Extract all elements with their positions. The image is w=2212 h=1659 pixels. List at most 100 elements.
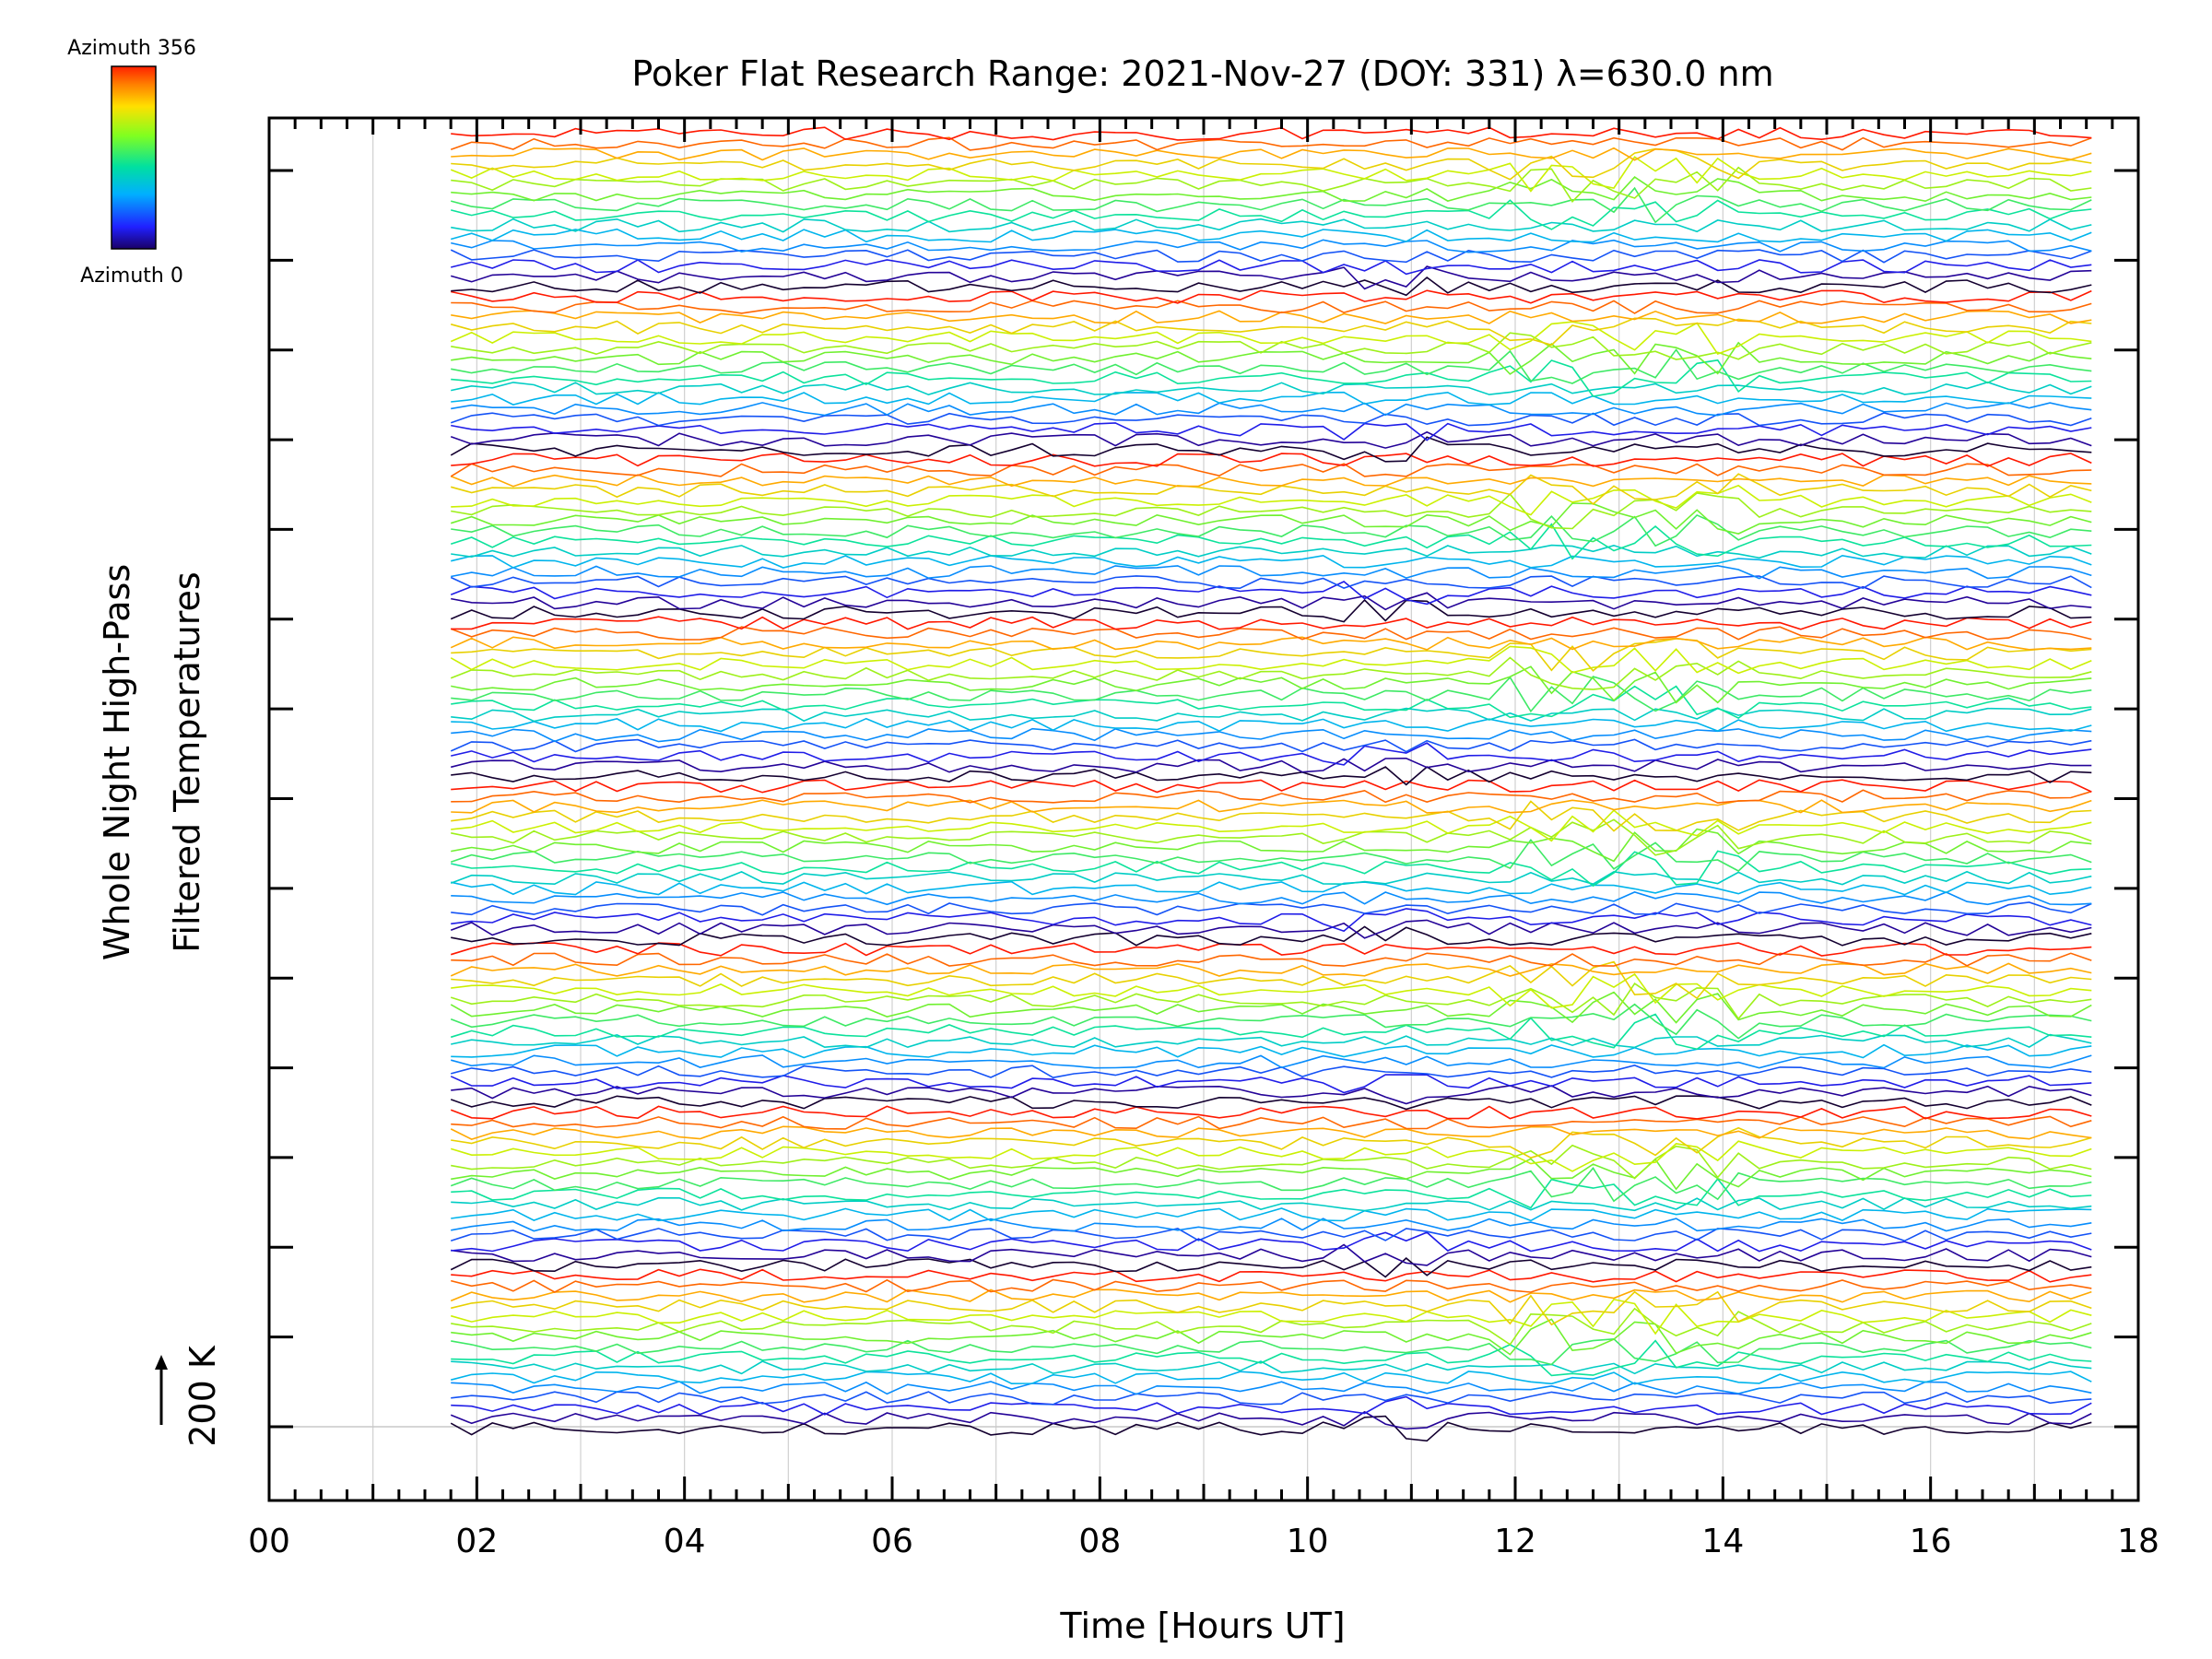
series-line <box>451 779 2092 794</box>
series-line <box>450 430 2092 449</box>
series-line <box>451 300 2092 314</box>
series-line <box>450 1125 2092 1140</box>
series-line <box>451 901 2092 916</box>
x-tick-label: 08 <box>1078 1523 1121 1560</box>
series-line <box>451 665 2092 704</box>
series-line <box>450 636 2092 651</box>
axis-ticks <box>267 118 2140 1500</box>
series-line <box>451 766 2092 786</box>
series-line <box>451 1278 2092 1293</box>
series-line <box>451 1395 2092 1416</box>
series-line <box>451 359 2092 397</box>
series-line <box>451 1144 2092 1180</box>
y-axis-label-line1: Whole Night High-Pass <box>97 564 137 960</box>
colorbar-bottom-label: Azimuth 0 <box>80 265 183 288</box>
chart-title: Poker Flat Research Range: 2021-Nov-27 (… <box>631 53 1773 94</box>
series-line <box>451 707 2092 723</box>
series-line <box>450 1299 2092 1335</box>
series-line <box>451 544 2092 559</box>
series-line <box>450 156 2092 193</box>
series-line <box>450 1257 2092 1278</box>
series-line <box>451 126 2092 141</box>
series-line <box>451 1307 2092 1346</box>
scale-arrowhead <box>155 1355 168 1370</box>
series-line <box>451 218 2092 233</box>
series-line <box>450 738 2092 753</box>
series-line <box>450 186 2092 224</box>
x-tick-label: 18 <box>2117 1523 2159 1560</box>
series-line <box>451 850 2092 888</box>
series-line <box>451 564 2092 580</box>
series-line <box>450 1054 2092 1069</box>
series-line <box>451 1177 2092 1209</box>
colorbar-top-label: Azimuth 356 <box>67 37 196 60</box>
series-line <box>450 317 2092 347</box>
series-line <box>451 341 2092 375</box>
series-line <box>451 1318 2092 1356</box>
series-line <box>451 239 2092 253</box>
series-line <box>451 1290 2092 1326</box>
series-line <box>451 908 2092 933</box>
series-line <box>451 422 2092 441</box>
series-line <box>451 757 2092 773</box>
series-line <box>451 513 2092 547</box>
series-line <box>451 1218 2092 1232</box>
x-tick-label: 02 <box>455 1523 498 1560</box>
series-line <box>451 685 2092 720</box>
series-line <box>450 1003 2092 1040</box>
series-line <box>451 972 2092 1009</box>
series-line <box>451 1268 2092 1283</box>
series-line <box>451 1126 2092 1159</box>
series-line <box>451 199 2092 230</box>
series-line <box>450 982 2092 1020</box>
series-line <box>451 952 2092 967</box>
series-line <box>451 1339 2092 1377</box>
series-line <box>451 402 2092 417</box>
series-line <box>451 880 2092 896</box>
series-line <box>451 1033 2092 1049</box>
x-tick-label: 00 <box>248 1523 290 1560</box>
x-tick-label: 10 <box>1287 1523 1329 1560</box>
series-line <box>450 598 2092 623</box>
series-line <box>451 176 2092 203</box>
series-line <box>451 1085 2092 1105</box>
series-line <box>450 581 2092 606</box>
series-line <box>451 960 2092 1000</box>
series-line <box>451 1207 2092 1222</box>
series-line <box>450 136 2092 151</box>
series-line <box>450 502 2092 535</box>
series-line <box>450 1065 2092 1079</box>
series-line <box>451 147 2092 161</box>
series-line <box>451 818 2092 856</box>
series-line <box>451 1158 2092 1191</box>
series-line <box>450 575 2092 590</box>
series-line <box>451 381 2092 396</box>
series-line <box>450 962 2092 977</box>
series-line <box>451 259 2092 276</box>
series-line <box>451 809 2092 842</box>
colorbar <box>111 65 157 250</box>
series-line <box>451 727 2092 743</box>
x-tick-label: 14 <box>1701 1523 1744 1560</box>
series-line <box>451 1243 2092 1266</box>
series-line <box>450 838 2092 872</box>
series-line <box>450 412 2092 427</box>
series-line <box>451 616 2092 630</box>
series-line <box>451 789 2092 804</box>
series-line <box>450 249 2092 264</box>
series-line <box>451 1196 2092 1212</box>
series-line <box>451 828 2092 863</box>
series-line <box>450 1288 2092 1303</box>
series-line <box>451 676 2092 713</box>
series-line <box>450 436 2092 463</box>
series-line <box>450 1410 2092 1430</box>
series-line <box>451 492 2092 530</box>
series-lines <box>450 126 2092 1442</box>
series-line <box>451 453 2092 467</box>
series-line <box>451 1115 2092 1130</box>
series-line <box>451 592 2092 611</box>
series-line <box>450 321 2092 355</box>
series-line <box>451 1337 2092 1366</box>
series-line <box>451 891 2092 906</box>
